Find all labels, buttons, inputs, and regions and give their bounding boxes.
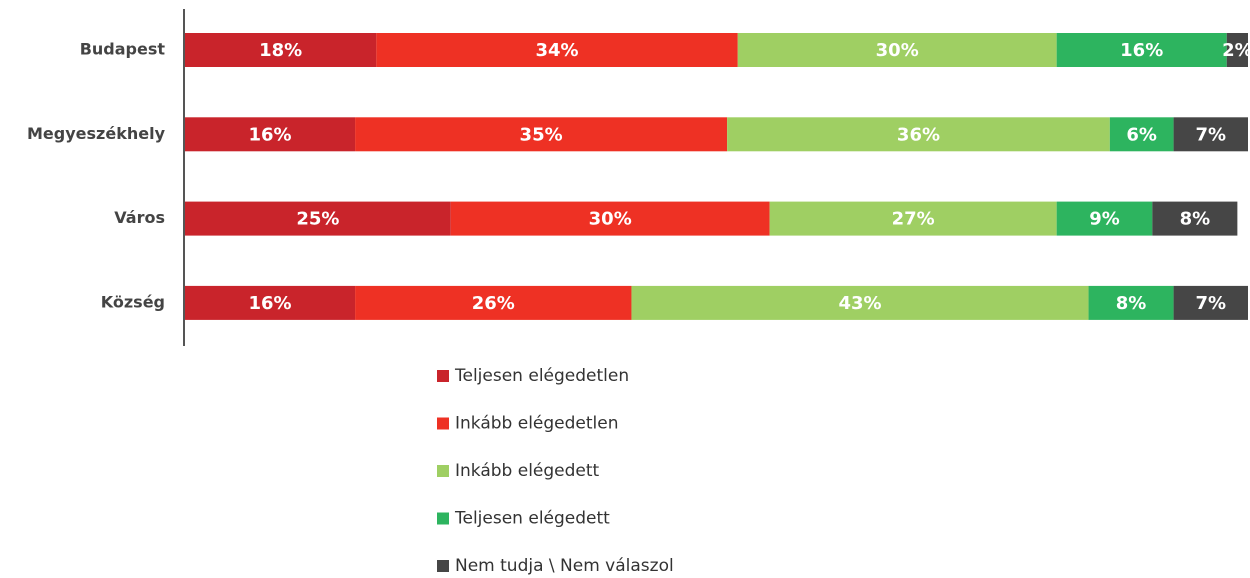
bar-segment (185, 285, 356, 320)
data-label: 6% (1126, 124, 1157, 145)
bar-segment (1173, 117, 1248, 152)
data-label: 27% (892, 209, 935, 230)
data-label: 2% (1222, 40, 1250, 61)
legend-label: Teljesen elégedetlen (454, 366, 629, 386)
data-label: 7% (1196, 124, 1227, 145)
category-label: Megyeszékhely (27, 124, 166, 143)
data-label: 16% (248, 293, 291, 314)
data-label: 18% (259, 40, 302, 61)
data-label: 8% (1116, 293, 1147, 314)
legend-swatch (437, 417, 449, 430)
legend-label: Inkább elégedett (455, 461, 600, 481)
bar-segment (376, 33, 738, 67)
data-label: 16% (248, 124, 291, 145)
legend-swatch (437, 465, 449, 477)
data-label: 36% (897, 124, 940, 145)
bar-segment (185, 33, 377, 67)
legend-label: Nem tudja \ Nem válaszol (455, 556, 674, 576)
bar-segment (185, 117, 356, 152)
bar-segment (1173, 285, 1248, 320)
bar-segment (1109, 117, 1174, 152)
data-label: 9% (1089, 209, 1120, 230)
bar-segment (737, 33, 1057, 67)
data-label: 7% (1196, 293, 1227, 314)
legend-label: Teljesen elégedett (454, 509, 610, 529)
bar-segment (1056, 201, 1153, 236)
bar-segment (1088, 285, 1174, 320)
data-label: 30% (876, 40, 919, 61)
bar-segment (769, 201, 1057, 236)
bar-segment (1226, 33, 1248, 67)
category-label: Község (101, 292, 165, 311)
bar-segment (631, 285, 1089, 320)
legend-swatch (437, 512, 449, 525)
data-label: 8% (1180, 209, 1211, 230)
bar-segment (185, 201, 451, 236)
data-label: 35% (520, 124, 563, 145)
data-label: 16% (1120, 40, 1163, 61)
data-label: 30% (589, 209, 632, 230)
bar-segment (355, 117, 728, 152)
data-label: 25% (296, 209, 339, 230)
legend-swatch (437, 560, 449, 572)
data-label: 43% (838, 293, 881, 314)
bar-segment (1056, 33, 1227, 67)
bar-segment (1152, 201, 1238, 236)
data-label: 34% (536, 40, 579, 61)
bar-segment (727, 117, 1110, 152)
category-label: Város (114, 208, 165, 227)
legend-label: Inkább elégedetlen (455, 414, 619, 434)
legend-swatch (437, 370, 449, 382)
category-label: Budapest (80, 40, 166, 59)
bar-segment (355, 285, 632, 320)
data-label: 26% (472, 293, 515, 314)
bar-segment (450, 201, 770, 236)
